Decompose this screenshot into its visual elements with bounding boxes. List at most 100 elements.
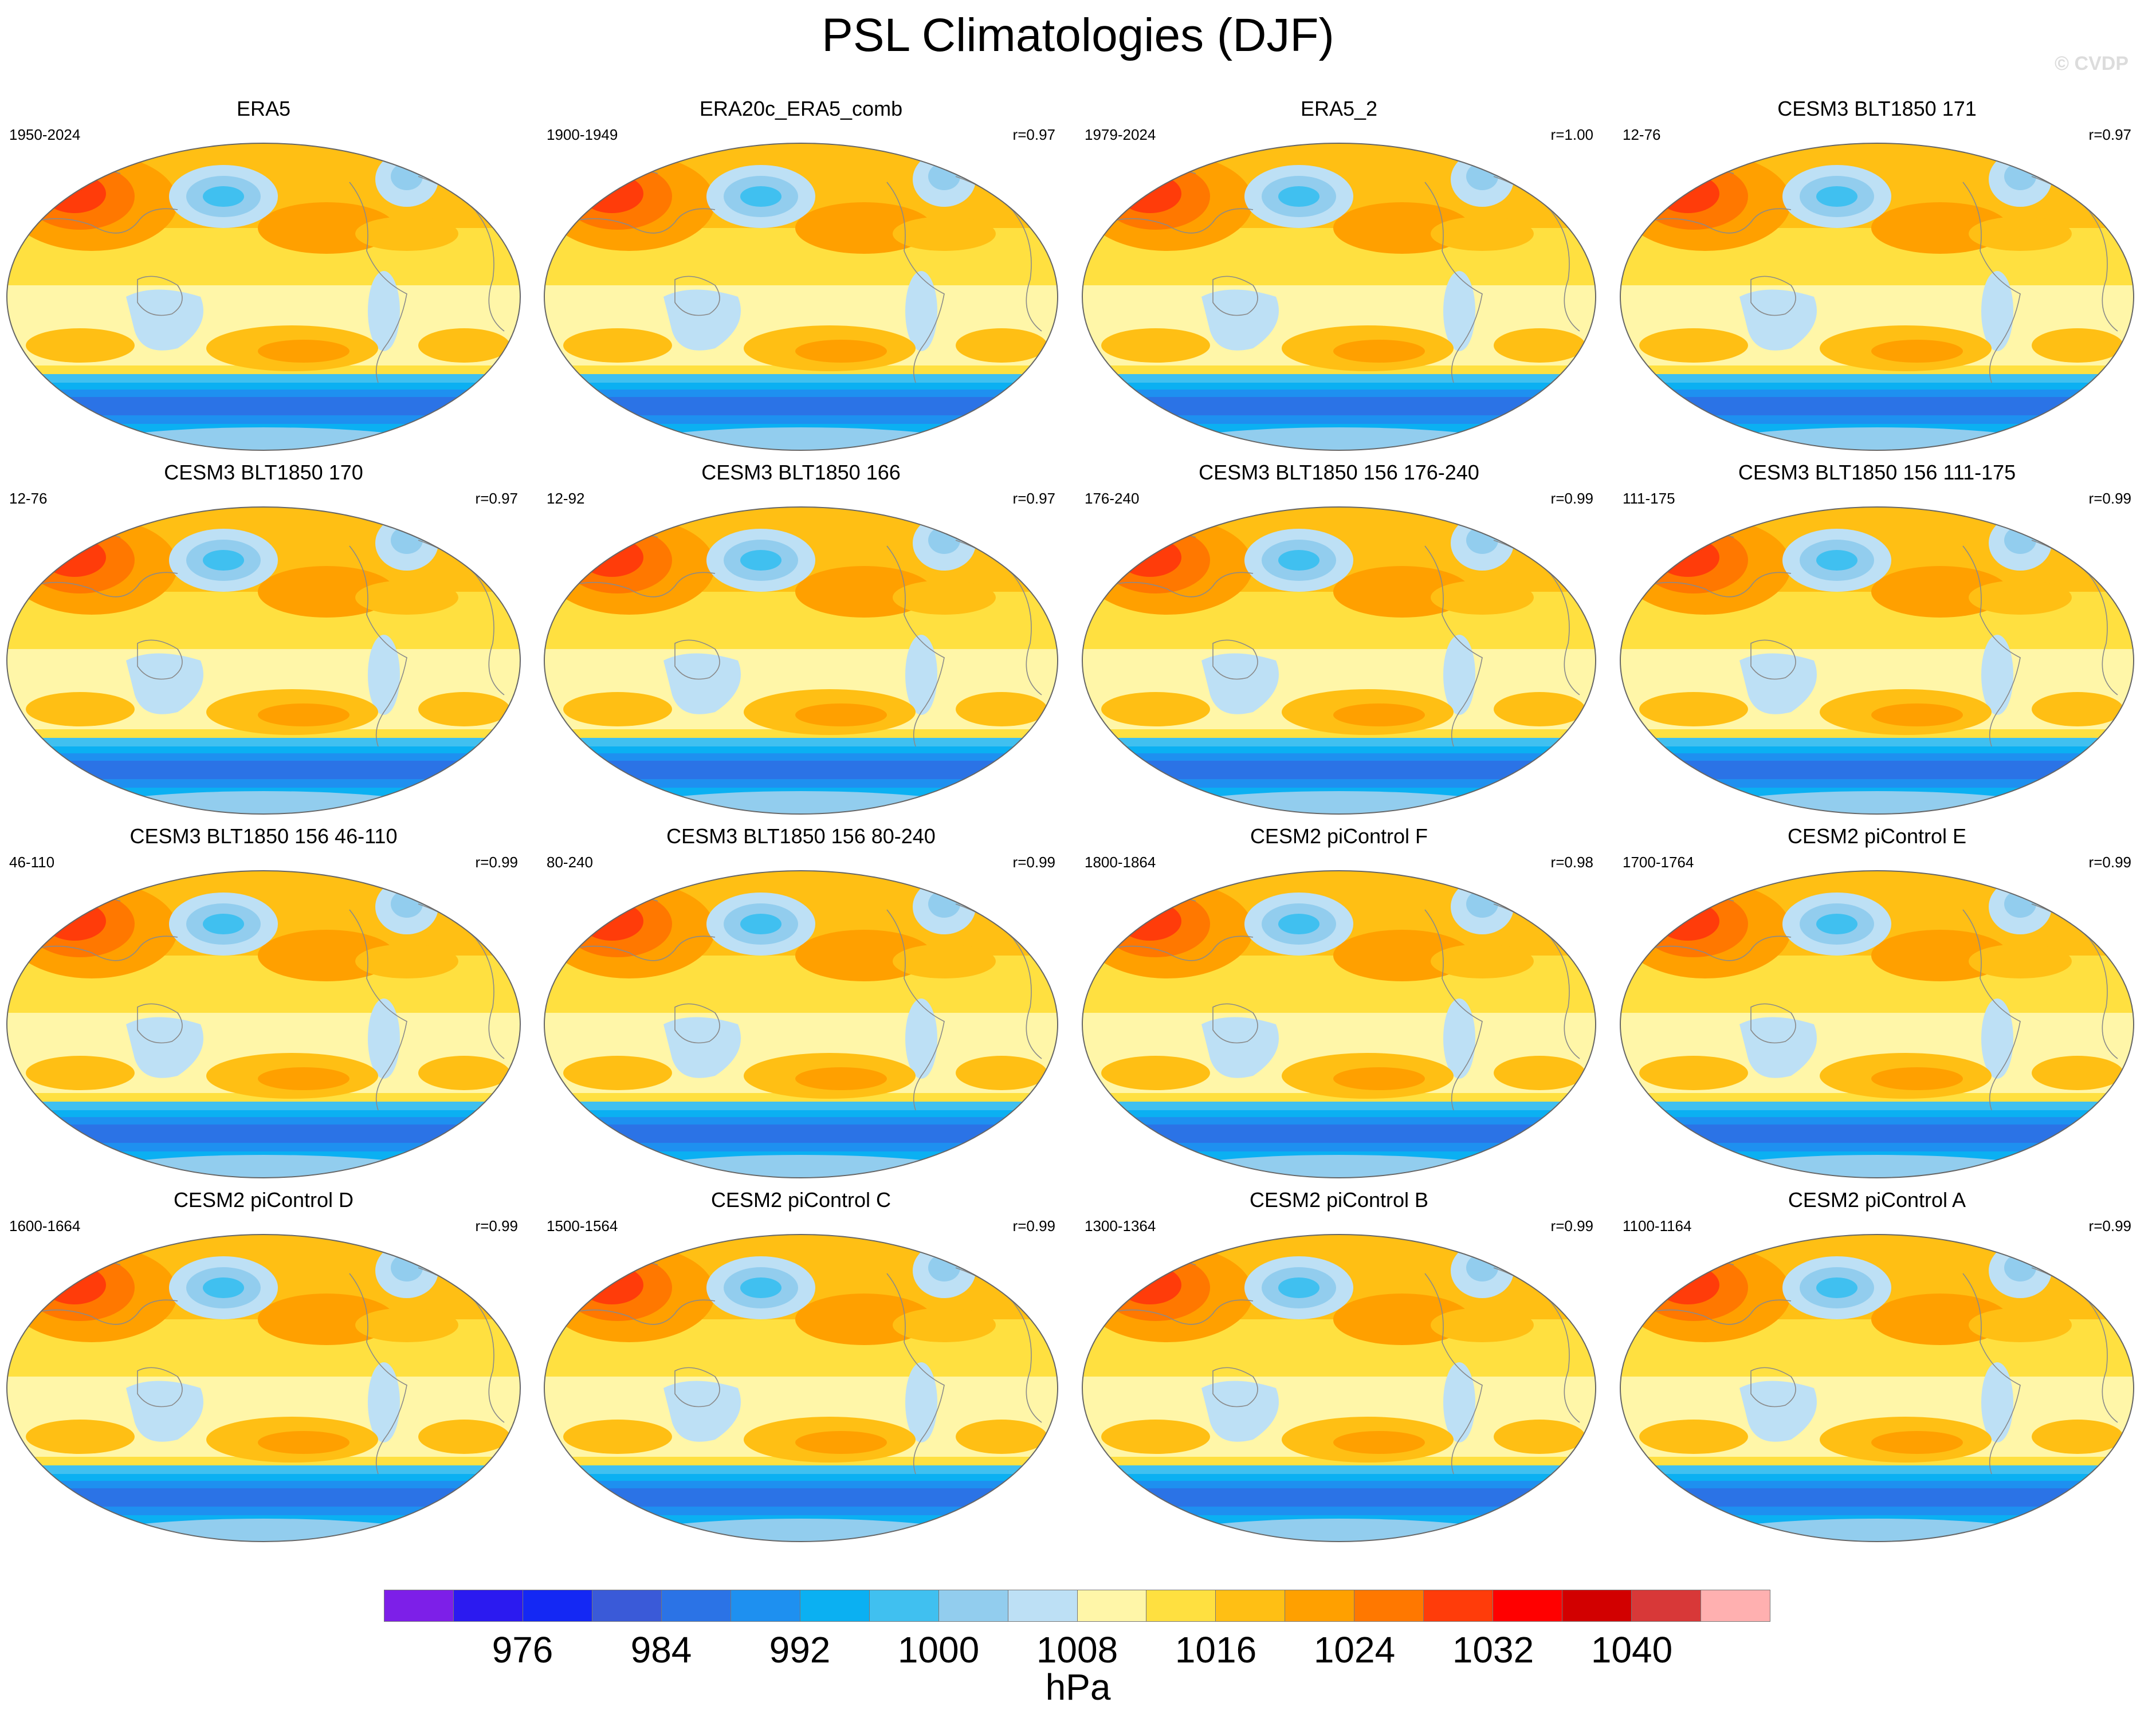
colorbar-swatch [800,1590,870,1621]
map-panel: CESM2 piControl E 1700-1764 r=0.99 [1613,824,2141,1179]
colorbar-tick-label: 1000 [897,1629,980,1670]
panel-title: CESM3 BLT1850 156 46-110 [129,824,398,848]
colorbar-swatch [1354,1590,1424,1621]
figure-title: PSL Climatologies (DJF) [822,9,1334,61]
panel-correlation: r=0.99 [2088,1217,2131,1235]
panel-years: 1900-1949 [547,126,618,143]
panel-correlation: r=0.99 [1012,854,1055,871]
map-panel: CESM3 BLT1850 156 80-240 80-240 r=0.99 [537,824,1065,1179]
colorbar-swatch [1008,1590,1078,1621]
panel-title: CESM3 BLT1850 156 80-240 [666,824,936,848]
panel-years: 1950-2024 [9,126,81,143]
panel-title: CESM2 piControl D [173,1188,354,1212]
panel-title: CESM3 BLT1850 170 [164,461,363,484]
psl-map [6,870,521,1178]
panel-years: 12-76 [9,490,48,507]
panel-title: ERA20c_ERA5_comb [699,97,903,120]
map-panel: CESM3 BLT1850 170 12-76 r=0.97 [0,460,527,815]
colorbar-swatch [1146,1590,1216,1621]
map-panel: CESM3 BLT1850 171 12-76 r=0.97 [1613,96,2141,451]
panel-title: CESM3 BLT1850 156 176-240 [1199,461,1479,484]
panel-years: 80-240 [547,854,593,871]
map-panel: CESM3 BLT1850 156 176-240 176-240 r=0.99 [1075,460,1603,815]
panel-years: 1300-1364 [1085,1217,1156,1235]
map-panel: CESM2 piControl F 1800-1864 r=0.98 [1075,824,1603,1179]
colorbar-swatch [1077,1590,1147,1621]
psl-map [544,1234,1058,1542]
colorbar-tick-label: 1016 [1175,1629,1257,1670]
colorbar-swatch [384,1590,454,1621]
colorbar-swatch [869,1590,939,1621]
panel-correlation: r=0.97 [2088,126,2131,143]
panel-correlation: r=0.99 [1012,1217,1055,1235]
colorbar-units: hPa [1045,1666,1111,1708]
panel-years: 1500-1564 [547,1217,618,1235]
psl-map [544,870,1058,1178]
map-panel: CESM2 piControl C 1500-1564 r=0.99 [537,1188,1065,1543]
panel-correlation: r=0.99 [1550,490,1593,507]
map-panel: ERA5 1950-2024 [0,96,527,451]
panel-title: CESM2 piControl B [1249,1188,1429,1212]
panel-years: 1800-1864 [1085,854,1156,871]
panel-correlation: r=0.99 [1550,1217,1593,1235]
panel-title: CESM3 BLT1850 156 111-175 [1738,461,2016,484]
colorbar-swatch [661,1590,731,1621]
psl-map [1082,1234,1596,1542]
colorbar-tick-label: 992 [769,1629,831,1670]
psl-map [6,143,521,451]
colorbar [384,1590,1770,1622]
colorbar-swatch [1562,1590,1632,1621]
psl-map [1620,143,2134,451]
colorbar-swatch [1216,1590,1286,1621]
panel-years: 1979-2024 [1085,126,1156,143]
colorbar-swatch [1285,1590,1355,1621]
panel-title: CESM2 piControl E [1787,824,1967,848]
panel-correlation: r=1.00 [1550,126,1593,143]
psl-map [1082,506,1596,815]
map-panel: CESM2 piControl D 1600-1664 r=0.99 [0,1188,527,1543]
panel-correlation: r=0.99 [475,1217,518,1235]
map-panel: CESM2 piControl A 1100-1164 r=0.99 [1613,1188,2141,1543]
psl-map [1082,870,1596,1178]
panel-title: CESM3 BLT1850 166 [701,461,901,484]
panel-correlation: r=0.99 [2088,854,2131,871]
panel-correlation: r=0.97 [1012,126,1055,143]
panel-years: 111-175 [1623,490,1675,507]
map-panel: ERA20c_ERA5_comb 1900-1949 r=0.97 [537,96,1065,451]
colorbar-swatch [453,1590,523,1621]
colorbar-tick-label: 1008 [1036,1629,1118,1670]
colorbar-swatch [1493,1590,1563,1621]
panel-correlation: r=0.99 [475,854,518,871]
panel-years: 1700-1764 [1623,854,1694,871]
panel-title: CESM2 piControl C [710,1188,892,1212]
colorbar-labels: 976 984 992 1000 1008 1016 1024 1032 1040 [384,1627,1770,1673]
panel-years: 12-92 [547,490,585,507]
colorbar-swatch [592,1590,662,1621]
psl-map [1620,870,2134,1178]
panel-title: ERA5 [236,97,291,120]
panel-years: 46-110 [9,854,55,871]
colorbar-swatch [938,1590,1008,1621]
colorbar-tick-label: 984 [630,1629,692,1670]
map-panel: CESM3 BLT1850 156 46-110 46-110 r=0.99 [0,824,527,1179]
colorbar-swatch [523,1590,592,1621]
panel-title: CESM2 piControl F [1250,824,1428,848]
panel-title: ERA5_2 [1300,97,1378,120]
colorbar-swatch [1632,1590,1702,1621]
psl-map [1620,1234,2134,1542]
map-panel: CESM3 BLT1850 166 12-92 r=0.97 [537,460,1065,815]
panel-years: 1100-1164 [1623,1217,1692,1235]
colorbar-tick-label: 1032 [1452,1629,1534,1670]
panel-correlation: r=0.97 [1012,490,1055,507]
psl-map [1620,506,2134,815]
colorbar-swatch [731,1590,800,1621]
panel-years: 1600-1664 [9,1217,81,1235]
map-panel: ERA5_2 1979-2024 r=1.00 [1075,96,1603,451]
colorbar-tick-label: 1040 [1591,1629,1673,1670]
colorbar-swatch [1701,1590,1770,1621]
panel-title: CESM3 BLT1850 171 [1777,97,1977,120]
colorbar-tick-label: 976 [492,1629,553,1670]
map-panel: CESM3 BLT1850 156 111-175 111-175 r=0.99 [1613,460,2141,815]
colorbar-swatch [1424,1590,1494,1621]
watermark: © CVDP [2055,53,2128,74]
